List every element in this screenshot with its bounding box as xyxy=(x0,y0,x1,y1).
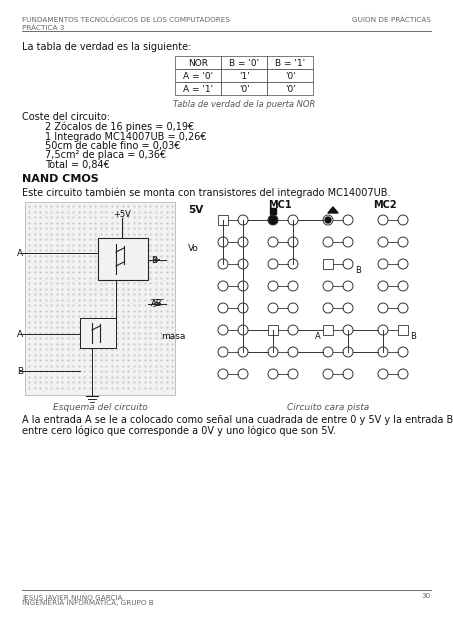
Text: AB: AB xyxy=(151,299,163,308)
Bar xyxy=(175,56,221,69)
Text: Total = 0,84€: Total = 0,84€ xyxy=(45,160,110,170)
Text: masa: masa xyxy=(162,332,186,341)
Text: A: A xyxy=(17,249,23,258)
Text: B: B xyxy=(151,256,157,265)
Text: A: A xyxy=(17,330,23,339)
Bar xyxy=(268,325,278,335)
Text: GUIÓN DE PRÁCTICAS: GUIÓN DE PRÁCTICAS xyxy=(352,17,431,24)
Text: JESUS JAVIER NUÑO GARCIA: JESUS JAVIER NUÑO GARCIA xyxy=(22,593,122,601)
Bar xyxy=(98,238,148,280)
Text: FUNDAMENTOS TECNOLÓGICOS DE LOS COMPUTADORES: FUNDAMENTOS TECNOLÓGICOS DE LOS COMPUTAD… xyxy=(22,17,230,24)
Text: La tabla de verdad es la siguiente:: La tabla de verdad es la siguiente: xyxy=(22,42,191,52)
Text: 2 Zócalos de 16 pines = 0,19€: 2 Zócalos de 16 pines = 0,19€ xyxy=(45,122,194,132)
Text: PRÁCTICA 3: PRÁCTICA 3 xyxy=(22,24,64,31)
Text: '0': '0' xyxy=(239,85,249,94)
Text: Coste del circuito:: Coste del circuito: xyxy=(22,112,110,122)
Bar xyxy=(267,82,313,95)
Polygon shape xyxy=(270,208,276,214)
Text: '0': '0' xyxy=(284,72,295,81)
Text: A = '1': A = '1' xyxy=(183,85,213,94)
Text: B = '0': B = '0' xyxy=(229,59,259,68)
Bar xyxy=(398,325,408,335)
Text: B: B xyxy=(410,332,416,341)
Polygon shape xyxy=(328,207,338,213)
Text: Tabla de verdad de la puerta NOR: Tabla de verdad de la puerta NOR xyxy=(173,100,315,109)
Text: 5V: 5V xyxy=(188,205,203,215)
Text: B = '1': B = '1' xyxy=(275,59,305,68)
Text: 1 Integrado MC14007UB = 0,26€: 1 Integrado MC14007UB = 0,26€ xyxy=(45,131,207,141)
Text: Esquema del circuito: Esquema del circuito xyxy=(53,403,147,412)
Text: B: B xyxy=(355,266,361,275)
Bar xyxy=(323,259,333,269)
Text: Circuito cara pista: Circuito cara pista xyxy=(287,403,369,412)
Text: INGENIERÍA INFORMÁTICA, GRUPO B: INGENIERÍA INFORMÁTICA, GRUPO B xyxy=(22,599,154,607)
Bar xyxy=(221,69,267,82)
Text: A = '0': A = '0' xyxy=(183,72,213,81)
Text: '0': '0' xyxy=(284,85,295,94)
Bar xyxy=(175,69,221,82)
Text: A la entrada A se le a colocado como señal una cuadrada de entre 0 y 5V y la ent: A la entrada A se le a colocado como señ… xyxy=(22,415,453,425)
Text: MC1: MC1 xyxy=(268,200,292,210)
Circle shape xyxy=(325,217,331,223)
Text: '1': '1' xyxy=(239,72,249,81)
Circle shape xyxy=(268,215,278,225)
Text: A: A xyxy=(315,332,321,341)
Bar xyxy=(175,82,221,95)
Text: 7,5cm² de placa = 0,36€: 7,5cm² de placa = 0,36€ xyxy=(45,150,166,161)
Bar xyxy=(267,56,313,69)
Text: MC2: MC2 xyxy=(373,200,397,210)
Text: entre cero lógico que corresponde a 0V y uno lógico que son 5V.: entre cero lógico que corresponde a 0V y… xyxy=(22,425,336,435)
Bar xyxy=(221,82,267,95)
Text: 30: 30 xyxy=(422,593,431,599)
Text: Vo: Vo xyxy=(188,244,199,253)
Bar xyxy=(25,202,175,395)
Bar xyxy=(267,69,313,82)
Text: +5V: +5V xyxy=(113,210,131,219)
Text: NAND CMOS: NAND CMOS xyxy=(22,174,99,184)
Bar xyxy=(218,215,228,225)
Text: B: B xyxy=(17,367,23,376)
Bar xyxy=(80,318,116,348)
Bar xyxy=(323,325,333,335)
Text: Este circuito también se monta con transistores del integrado MC14007UB.: Este circuito también se monta con trans… xyxy=(22,187,390,198)
Bar xyxy=(221,56,267,69)
Text: NOR: NOR xyxy=(188,59,208,68)
Text: 50cm de cable fino = 0,03€: 50cm de cable fino = 0,03€ xyxy=(45,141,180,151)
Circle shape xyxy=(270,217,276,223)
